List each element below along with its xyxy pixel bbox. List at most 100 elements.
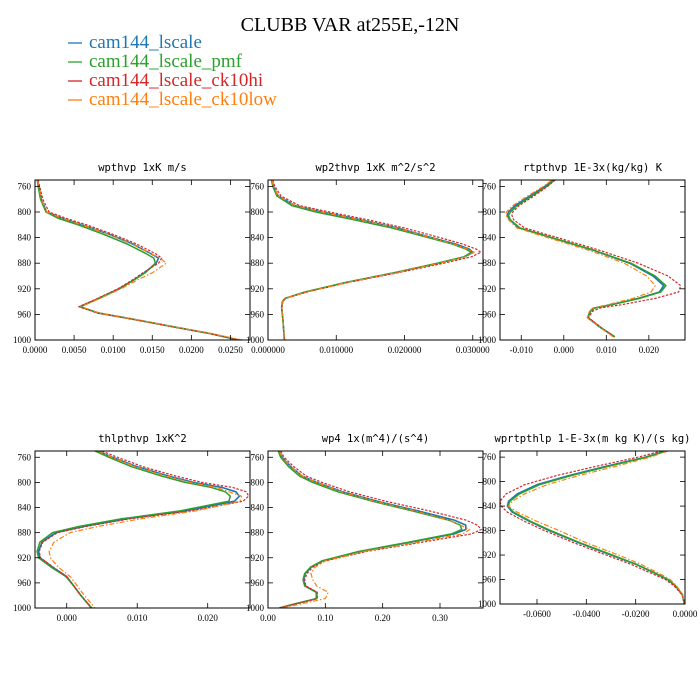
axes-frame <box>499 179 686 341</box>
x-tick-label: 0.0150 <box>140 345 165 355</box>
x-tick-label: 0.000 <box>57 613 78 623</box>
y-tick-label: 840 <box>251 503 265 513</box>
legend-label: cam144_lscale_pmf <box>89 51 243 72</box>
series-line <box>505 180 656 338</box>
y-tick-label: 760 <box>483 452 497 462</box>
y-tick-label: 760 <box>251 181 265 191</box>
x-tick-label: 0.020000 <box>388 345 422 355</box>
y-tick-label: 960 <box>18 309 32 319</box>
y-tick-label: 960 <box>483 575 497 585</box>
panel-title: wprtpthlp 1-E-3x(m kg K)/(s kg) <box>495 433 691 445</box>
y-tick-label: 880 <box>483 526 497 536</box>
y-tick-label: 880 <box>251 528 265 538</box>
x-tick-label: -0.0400 <box>572 609 600 619</box>
y-tick-label: 840 <box>483 233 497 243</box>
y-axis: 760 800 840 880 920 960 1000 <box>13 452 250 613</box>
y-tick-label: 1000 <box>478 335 497 345</box>
panel: wp2thvp 1xK m^2/s^2 760 800 840 880 920 960 100… <box>246 162 490 355</box>
series-line <box>36 451 232 608</box>
series-line <box>36 180 239 340</box>
series-line <box>271 180 475 340</box>
series-line <box>508 451 685 604</box>
y-tick-label: 840 <box>251 233 265 243</box>
series-line <box>506 180 665 338</box>
y-tick-label: 920 <box>483 284 497 294</box>
plot-area <box>277 451 482 608</box>
x-tick-label: 0.20 <box>375 613 391 623</box>
y-tick-label: 960 <box>483 309 497 319</box>
series-line <box>48 451 243 608</box>
axes-frame <box>34 450 251 609</box>
x-axis: 0.00 0.10 0.20 0.30 <box>260 451 448 623</box>
y-tick-label: 920 <box>18 284 32 294</box>
y-tick-label: 1000 <box>478 599 497 609</box>
y-tick-label: 880 <box>251 258 265 268</box>
panel: wpthvp 1xK m/s76080084088092096010000.00… <box>13 162 251 355</box>
y-tick-label: 800 <box>483 477 497 487</box>
y-axis: 760 800 840 880 920 960 1000 <box>246 452 483 613</box>
y-axis: 760 800 840 880 920 960 1000 <box>246 181 483 345</box>
axes-frame <box>499 450 686 605</box>
x-axis: 0.000 0.010 0.020 <box>57 451 219 623</box>
series-line <box>36 180 243 340</box>
y-tick-label: 880 <box>483 258 497 268</box>
y-tick-label: 920 <box>251 553 265 563</box>
series-line <box>271 180 474 340</box>
y-tick-label: 840 <box>18 233 32 243</box>
y-tick-label: 1000 <box>13 335 32 345</box>
panels-grid: wpthvp 1xK m/s76080084088092096010000.00… <box>13 162 698 623</box>
y-tick-label: 960 <box>18 578 32 588</box>
plot-area <box>270 180 482 340</box>
panel-title: thlpthvp 1xK^2 <box>98 433 187 445</box>
x-tick-label: 0.020 <box>639 345 660 355</box>
x-tick-label: 0.030000 <box>456 345 490 355</box>
x-tick-label: -0.0600 <box>523 609 551 619</box>
series-line <box>278 451 467 608</box>
y-tick-label: 800 <box>251 207 265 217</box>
x-tick-label: 0.000000 <box>251 345 285 355</box>
x-tick-label: 0.30 <box>432 613 448 623</box>
legend: cam144_lscalecam144_lscale_pmfcam144_lsc… <box>68 32 277 110</box>
y-tick-label: 760 <box>18 452 32 462</box>
y-axis: 760 800 840 880 920 960 1000 <box>478 181 685 345</box>
legend-label: cam144_lscale_ck10hi <box>89 70 263 91</box>
x-tick-label: 0.020 <box>198 613 219 623</box>
x-tick-label: 0.10 <box>317 613 333 623</box>
panel-title: wp4 1x(m^4)/(s^4) <box>322 433 429 445</box>
y-tick-label: 920 <box>251 284 265 294</box>
series-line <box>278 451 471 608</box>
series-line <box>506 451 685 604</box>
panel: thlpthvp 1xK^2 760 800 840 880 920 960 1000 0.00… <box>13 433 251 623</box>
y-tick-label: 920 <box>18 553 32 563</box>
x-tick-label: 0.0050 <box>62 345 87 355</box>
series-line <box>507 180 667 338</box>
y-tick-label: 1000 <box>246 603 265 613</box>
y-tick-label: 960 <box>251 578 265 588</box>
panel-title: rtpthvp 1E-3x(kg/kg) K <box>523 162 663 174</box>
figure-title: CLUBB VAR at255E,-12N <box>241 14 460 36</box>
legend-entry: cam144_lscale_pmf <box>68 51 243 72</box>
y-tick-label: 960 <box>251 309 265 319</box>
plot-area <box>36 180 243 340</box>
y-tick-label: 840 <box>483 501 497 511</box>
legend-entry: cam144_lscale_ck10hi <box>68 70 263 91</box>
series-line <box>270 180 473 340</box>
axes-frame <box>267 450 484 609</box>
series-line <box>277 451 463 608</box>
x-tick-label: 0.0000 <box>23 345 48 355</box>
x-tick-label: 0.000 <box>554 345 575 355</box>
x-tick-label: -0.0200 <box>622 609 650 619</box>
series-line <box>507 451 685 604</box>
x-tick-label: 0.010 <box>127 613 148 623</box>
x-tick-label: 0.0250 <box>218 345 243 355</box>
panel-title: wpthvp 1xK m/s <box>98 162 187 174</box>
x-tick-label: 0.010000 <box>319 345 353 355</box>
series-line <box>500 451 685 604</box>
panel: wprtpthlp 1-E-3x(m kg K)/(s kg) 760 800 840… <box>478 433 698 619</box>
series-line <box>279 451 482 608</box>
legend-label: cam144_lscale_ck10low <box>89 89 277 110</box>
y-axis: 760 800 840 880 920 960 1000 <box>13 181 250 345</box>
panel: rtpthvp 1E-3x(kg/kg) K 760 800 840 880 920 960… <box>478 162 686 355</box>
series-line <box>36 180 239 340</box>
x-tick-label: 0.010 <box>596 345 617 355</box>
